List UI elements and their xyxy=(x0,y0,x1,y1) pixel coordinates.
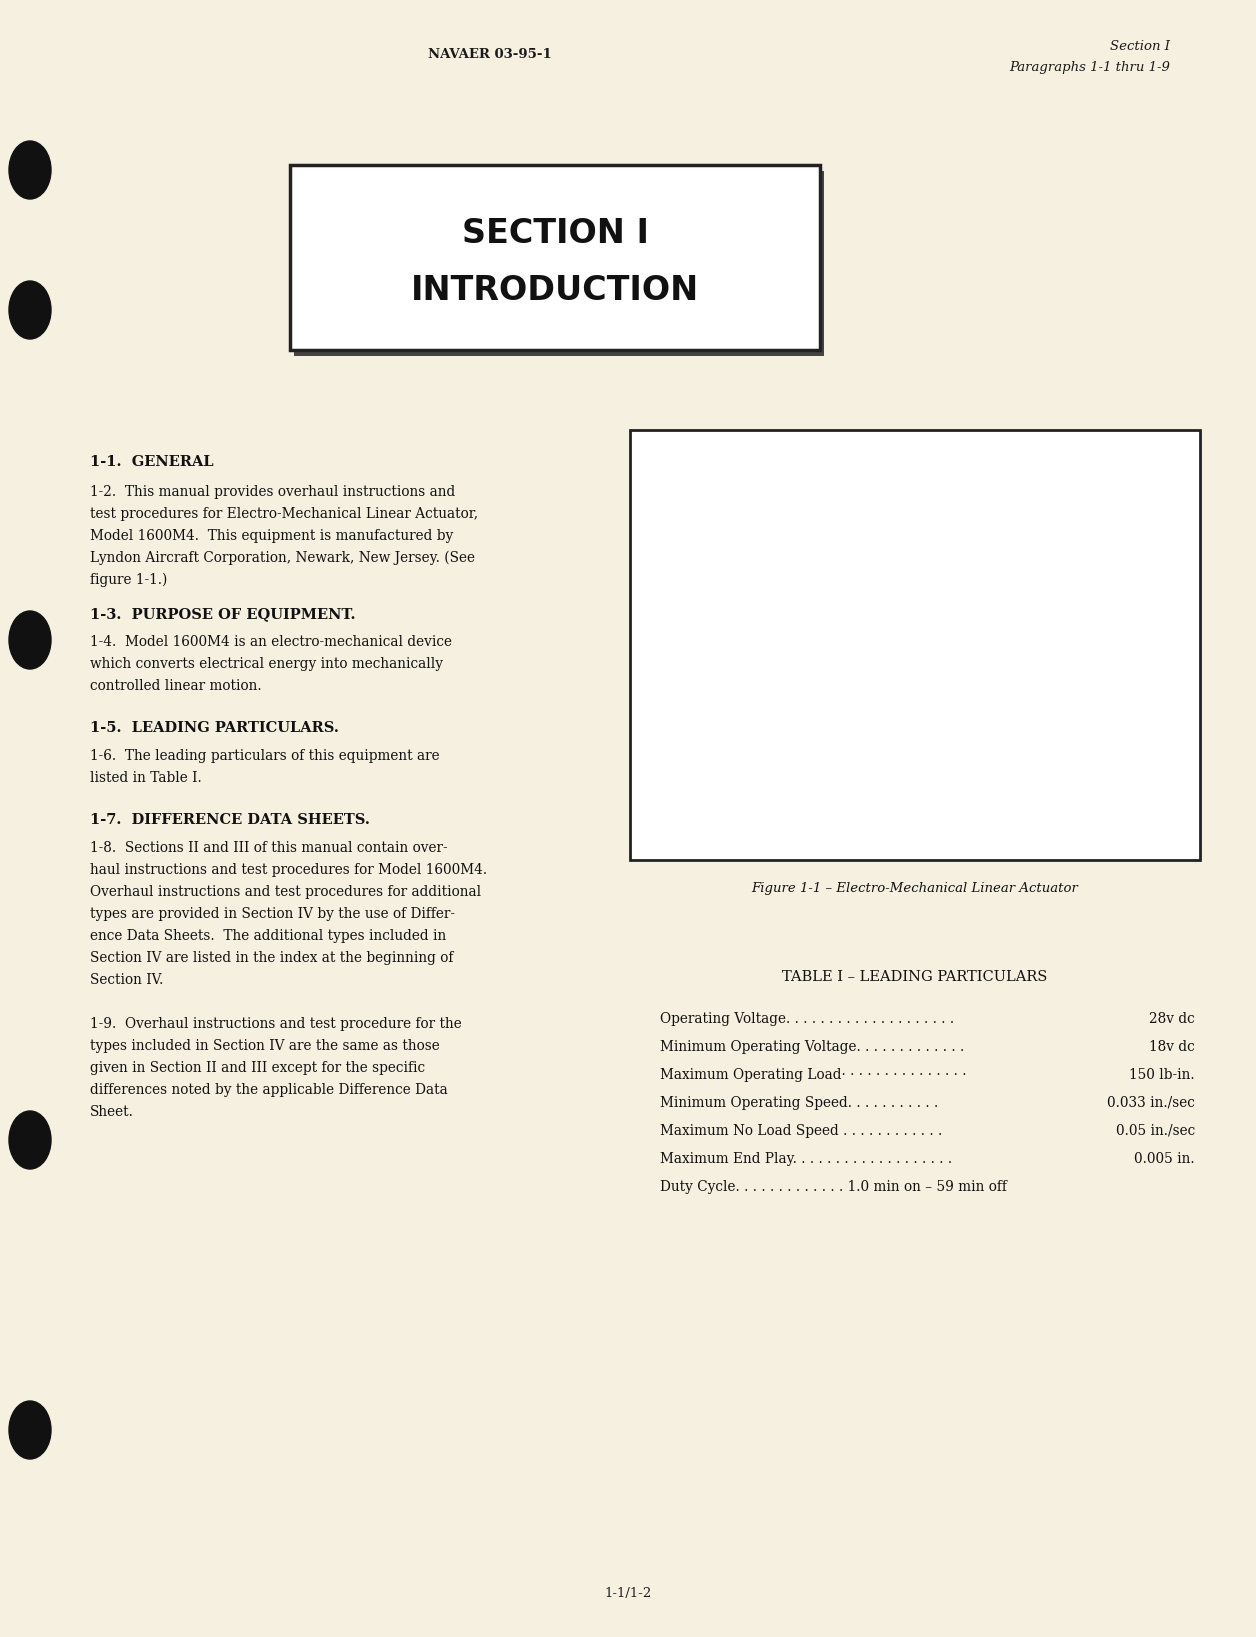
Text: types are provided in Section IV by the use of Differ-: types are provided in Section IV by the … xyxy=(90,907,455,922)
Circle shape xyxy=(805,737,819,751)
Text: differences noted by the applicable Difference Data: differences noted by the applicable Diff… xyxy=(90,1084,447,1097)
Text: Section IV.: Section IV. xyxy=(90,972,163,987)
Circle shape xyxy=(844,686,857,697)
Bar xyxy=(770,530,805,579)
Text: 1-9.  Overhaul instructions and test procedure for the: 1-9. Overhaul instructions and test proc… xyxy=(90,1017,462,1031)
Bar xyxy=(870,521,1083,606)
Text: SECTION I: SECTION I xyxy=(461,218,648,250)
Bar xyxy=(631,431,1199,859)
Text: 1-7.  DIFFERENCE DATA SHEETS.: 1-7. DIFFERENCE DATA SHEETS. xyxy=(90,814,369,827)
Text: 0.05 in./sec: 0.05 in./sec xyxy=(1115,1125,1194,1138)
Bar xyxy=(294,170,824,355)
Text: listed in Table I.: listed in Table I. xyxy=(90,771,202,786)
Text: test procedures for Electro-Mechanical Linear Actuator,: test procedures for Electro-Mechanical L… xyxy=(90,507,479,521)
Circle shape xyxy=(958,638,990,670)
Circle shape xyxy=(734,686,746,697)
Text: Lyndon Aircraft Corporation, Newark, New Jersey. (See: Lyndon Aircraft Corporation, Newark, New… xyxy=(90,552,475,565)
Text: 0.033 in./sec: 0.033 in./sec xyxy=(1107,1097,1194,1110)
Text: 1-1/1-2: 1-1/1-2 xyxy=(604,1586,652,1599)
Text: 1-1.  GENERAL: 1-1. GENERAL xyxy=(90,455,214,468)
Text: Maximum No Load Speed . . . . . . . . . . . .: Maximum No Load Speed . . . . . . . . . … xyxy=(659,1125,942,1138)
Text: 18v dc: 18v dc xyxy=(1149,1039,1194,1054)
Ellipse shape xyxy=(9,1112,51,1169)
Text: TABLE I – LEADING PARTICULARS: TABLE I – LEADING PARTICULARS xyxy=(782,971,1048,984)
Text: 150 lb-in.: 150 lb-in. xyxy=(1129,1067,1194,1082)
Text: 1-3.  PURPOSE OF EQUIPMENT.: 1-3. PURPOSE OF EQUIPMENT. xyxy=(90,607,355,620)
Text: INTRODUCTION: INTRODUCTION xyxy=(411,275,700,308)
Text: which converts electrical energy into mechanically: which converts electrical energy into me… xyxy=(90,656,443,671)
Circle shape xyxy=(739,737,754,751)
Ellipse shape xyxy=(9,282,51,339)
Circle shape xyxy=(734,604,746,616)
Text: given in Section II and III except for the specific: given in Section II and III except for t… xyxy=(90,1061,425,1076)
Text: 1-8.  Sections II and III of this manual contain over-: 1-8. Sections II and III of this manual … xyxy=(90,841,447,855)
Text: Maximum End Play. . . . . . . . . . . . . . . . . . .: Maximum End Play. . . . . . . . . . . . … xyxy=(659,1152,952,1166)
Text: 28v dc: 28v dc xyxy=(1149,1012,1194,1026)
Text: Section IV are listed in the index at the beginning of: Section IV are listed in the index at th… xyxy=(90,951,453,964)
Text: Sheet.: Sheet. xyxy=(90,1105,134,1120)
Circle shape xyxy=(867,737,880,751)
Text: Maximum Operating Load· · · · · · · · · · · · · · ·: Maximum Operating Load· · · · · · · · · … xyxy=(659,1067,967,1082)
Text: NAVAER 03-95-1: NAVAER 03-95-1 xyxy=(428,49,551,62)
Ellipse shape xyxy=(9,611,51,670)
Bar xyxy=(710,570,880,732)
Text: ence Data Sheets.  The additional types included in: ence Data Sheets. The additional types i… xyxy=(90,930,446,943)
Circle shape xyxy=(669,661,679,671)
Bar xyxy=(290,165,820,350)
Ellipse shape xyxy=(1068,516,1132,611)
Bar xyxy=(651,627,705,707)
Ellipse shape xyxy=(772,522,801,537)
Circle shape xyxy=(695,737,708,751)
Bar xyxy=(880,643,960,665)
Text: 1-5.  LEADING PARTICULARS.: 1-5. LEADING PARTICULARS. xyxy=(90,720,339,735)
Circle shape xyxy=(844,604,857,616)
Text: Model 1600M4.  This equipment is manufactured by: Model 1600M4. This equipment is manufact… xyxy=(90,529,453,543)
Text: Minimum Operating Voltage. . . . . . . . . . . . .: Minimum Operating Voltage. . . . . . . .… xyxy=(659,1039,965,1054)
Text: Operating Voltage. . . . . . . . . . . . . . . . . . . .: Operating Voltage. . . . . . . . . . . .… xyxy=(659,1012,955,1026)
Text: 1-6.  The leading particulars of this equipment are: 1-6. The leading particulars of this equ… xyxy=(90,750,440,763)
Text: Figure 1-1 – Electro-Mechanical Linear Actuator: Figure 1-1 – Electro-Mechanical Linear A… xyxy=(751,882,1079,895)
Bar xyxy=(679,727,901,761)
Text: 1-4.  Model 1600M4 is an electro-mechanical device: 1-4. Model 1600M4 is an electro-mechanic… xyxy=(90,635,452,648)
Text: Duty Cycle. . . . . . . . . . . . . 1.0 min on – 59 min off: Duty Cycle. . . . . . . . . . . . . 1.0 … xyxy=(659,1180,1007,1193)
Text: 0.005 in.: 0.005 in. xyxy=(1134,1152,1194,1166)
Ellipse shape xyxy=(9,1401,51,1459)
Text: Section I: Section I xyxy=(1110,41,1171,54)
Text: Paragraphs 1-1 thru 1-9: Paragraphs 1-1 thru 1-9 xyxy=(1009,61,1171,74)
Text: haul instructions and test procedures for Model 1600M4.: haul instructions and test procedures fo… xyxy=(90,863,487,877)
Ellipse shape xyxy=(9,141,51,200)
Text: figure 1-1.): figure 1-1.) xyxy=(90,573,167,588)
Circle shape xyxy=(968,648,980,660)
Circle shape xyxy=(663,655,687,678)
Text: 1-2.  This manual provides overhaul instructions and: 1-2. This manual provides overhaul instr… xyxy=(90,485,455,499)
Text: controlled linear motion.: controlled linear motion. xyxy=(90,679,261,692)
Text: Overhaul instructions and test procedures for additional: Overhaul instructions and test procedure… xyxy=(90,886,481,899)
Text: Minimum Operating Speed. . . . . . . . . . .: Minimum Operating Speed. . . . . . . . .… xyxy=(659,1097,938,1110)
Text: types included in Section IV are the same as those: types included in Section IV are the sam… xyxy=(90,1039,440,1053)
